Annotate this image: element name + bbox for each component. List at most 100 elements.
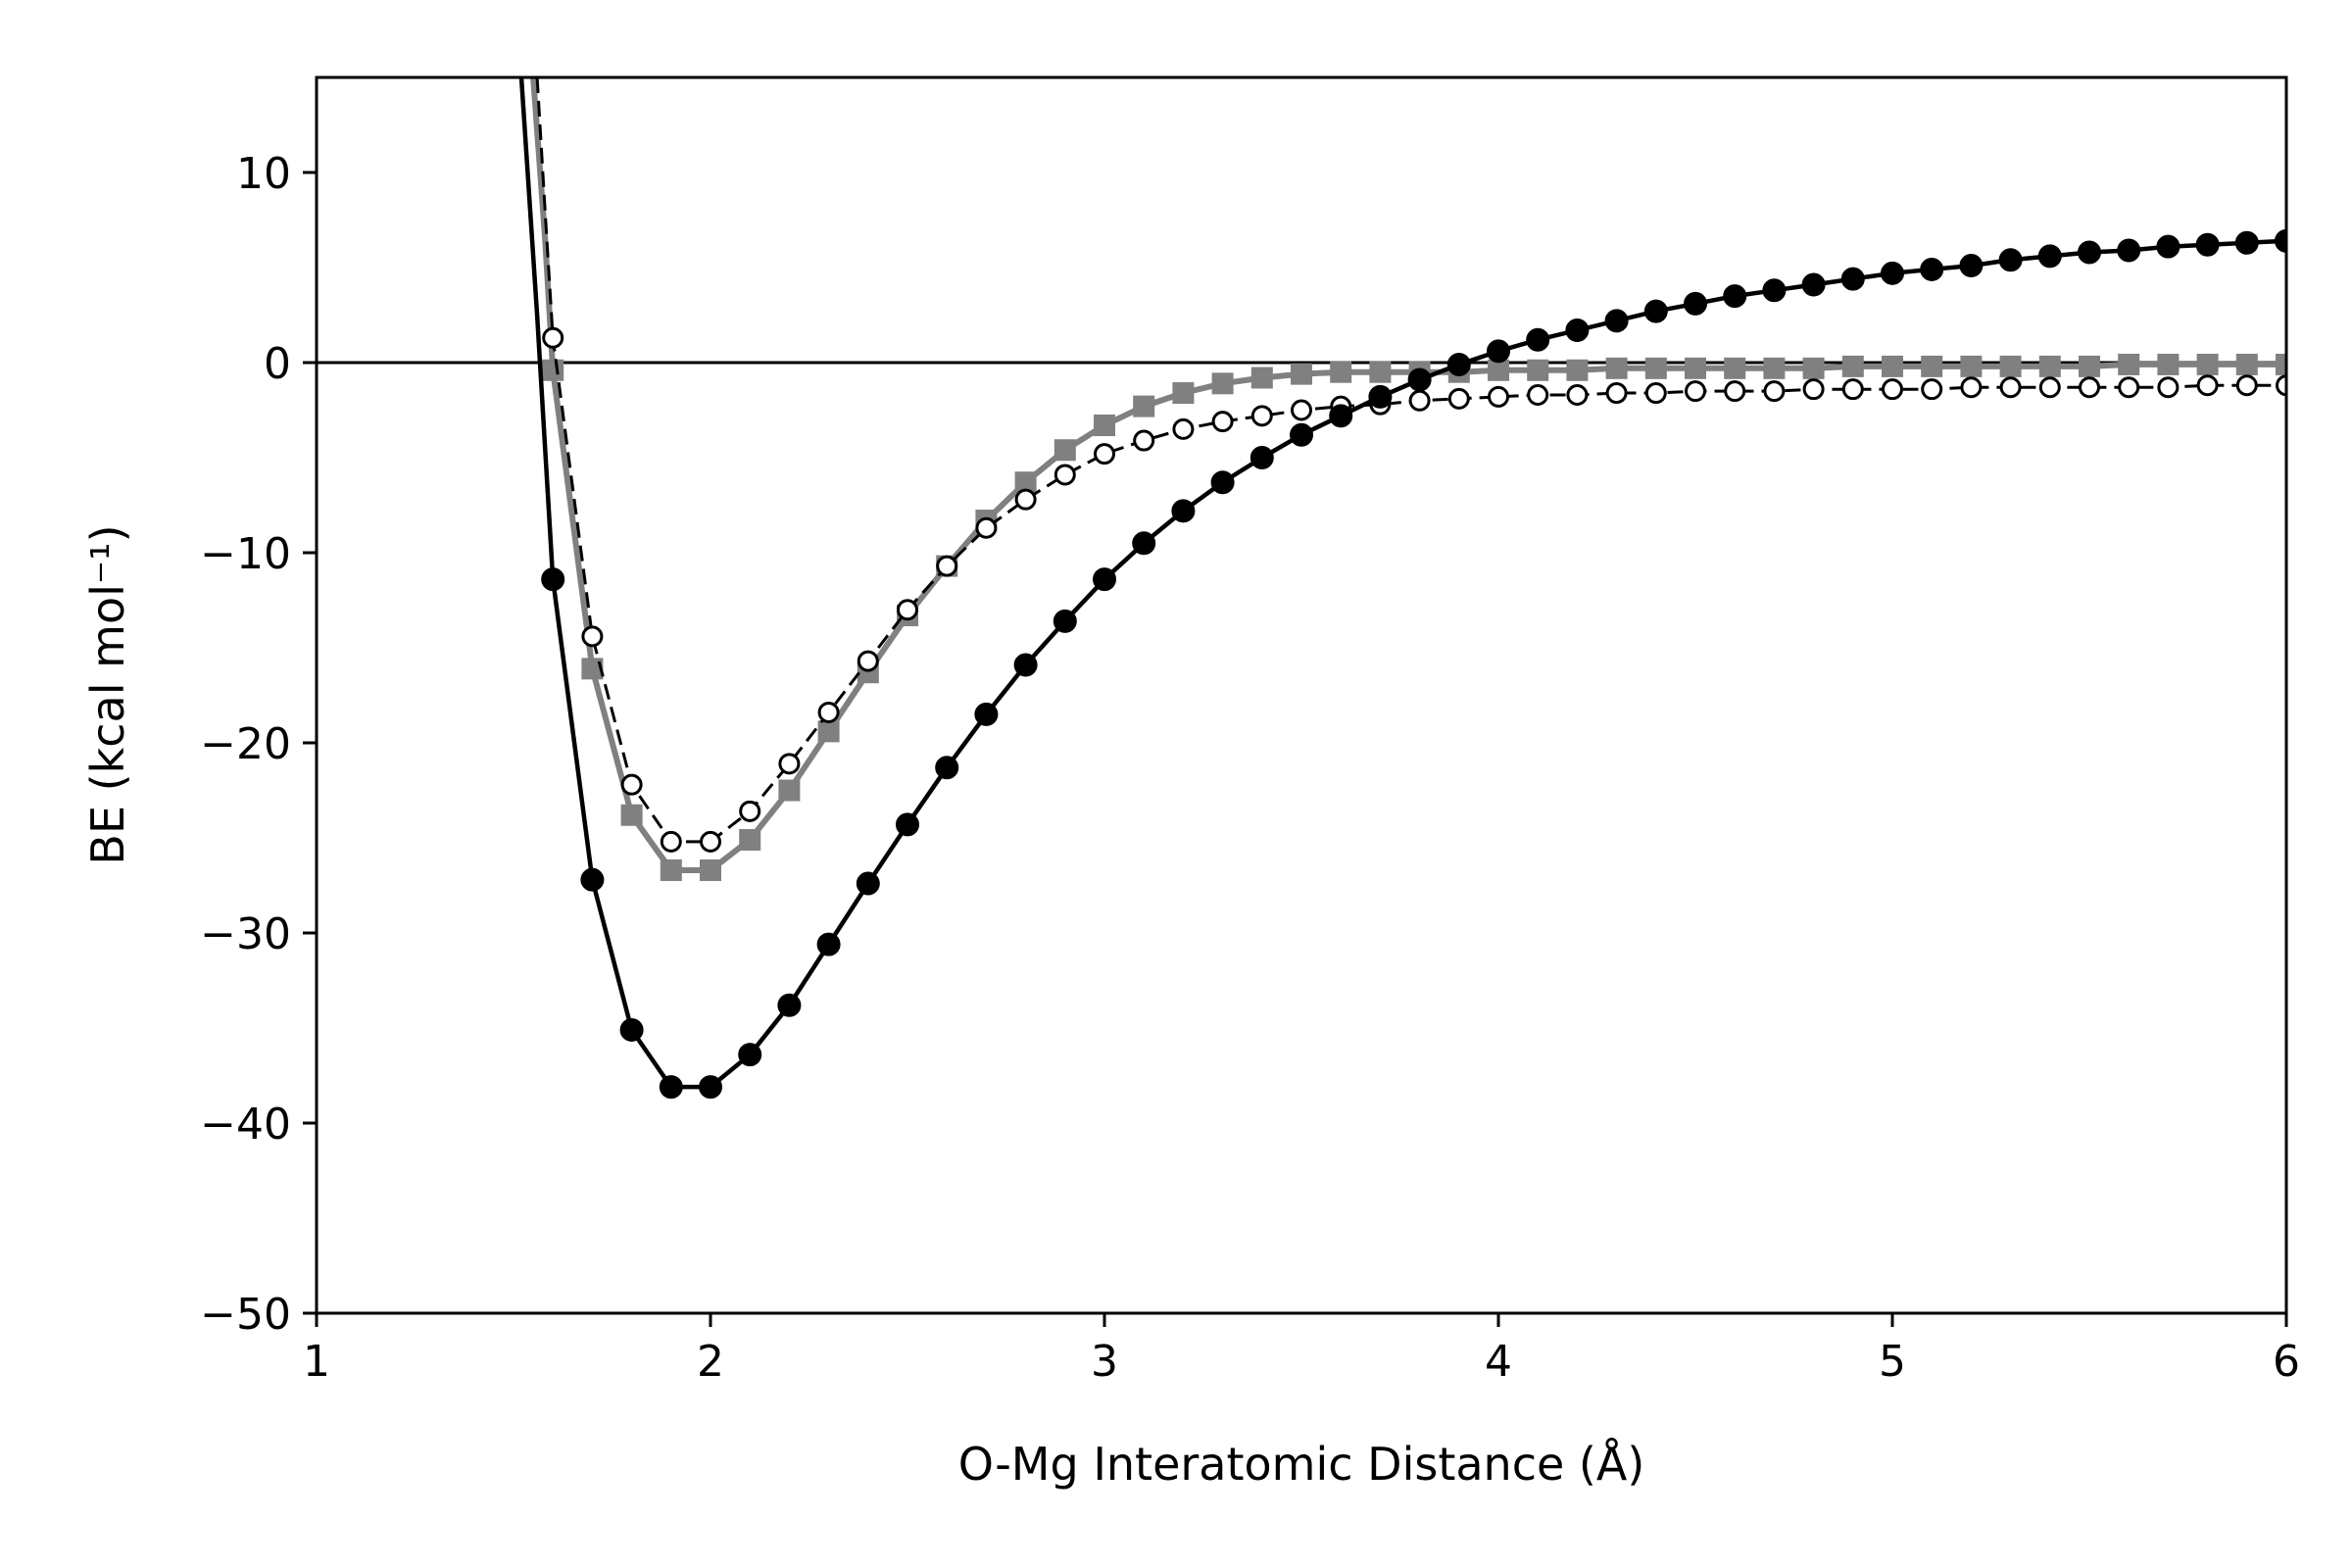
series-1-point xyxy=(1210,470,1235,495)
series-2-point xyxy=(2276,353,2286,375)
series-3 xyxy=(535,77,2286,853)
series-3-point xyxy=(1133,429,1155,452)
series-3-point xyxy=(2235,374,2258,397)
series-3-point xyxy=(1291,399,1312,421)
series-3-point xyxy=(1999,376,2022,399)
series-1-point xyxy=(1565,318,1590,343)
series-3-point xyxy=(2196,374,2219,397)
series-3-point xyxy=(1172,417,1195,440)
y-axis-label: BE (kcal mol⁻¹) xyxy=(81,524,134,864)
series-2-point xyxy=(2079,355,2100,377)
series-2-point xyxy=(2196,353,2219,375)
series-1-point xyxy=(1290,422,1313,447)
series-3-point xyxy=(1488,385,1509,408)
series-2-point xyxy=(2118,353,2140,375)
series-1-point xyxy=(2078,240,2101,265)
series-1-point xyxy=(896,812,919,837)
series-2-point xyxy=(778,779,801,802)
series-1-point xyxy=(619,1017,644,1042)
series-3-point xyxy=(1447,387,1470,410)
series-1-point xyxy=(2275,228,2286,253)
y-axis: −50 −40 −30 −20 −10 0 10 xyxy=(200,149,317,1340)
series-1-point xyxy=(2195,232,2220,257)
series-3-point xyxy=(1882,378,1903,401)
series-3-point xyxy=(1408,389,1431,412)
series-1-point xyxy=(1526,327,1550,352)
series-2-point xyxy=(1330,361,1352,383)
series-2-point xyxy=(2157,353,2180,375)
series-2-point xyxy=(1999,355,2022,377)
series-3-point xyxy=(1527,383,1549,406)
series-2-point xyxy=(1211,372,1234,395)
series-2-point xyxy=(1566,359,1589,381)
series-1-point xyxy=(2156,234,2180,259)
x-tick-label: 6 xyxy=(2273,1337,2300,1387)
series-1-point xyxy=(1171,499,1196,523)
series-3-point xyxy=(542,326,564,349)
series-3-point xyxy=(1724,380,1746,403)
series-3-point xyxy=(581,625,604,648)
series-3-point xyxy=(1644,382,1667,405)
series-1-point xyxy=(816,932,841,956)
series-3-point xyxy=(1605,382,1628,405)
series-3-point xyxy=(1960,376,1983,399)
series-1-point xyxy=(1762,278,1787,303)
series-1-point xyxy=(738,1043,762,1067)
series-1 xyxy=(518,77,2286,1100)
series-1-point xyxy=(1368,384,1393,409)
series-3-point xyxy=(739,800,761,822)
series-2-point xyxy=(1605,357,1628,379)
series-1-point xyxy=(1881,261,1904,285)
y-tick-label: −20 xyxy=(200,719,291,769)
series-2-point xyxy=(1291,363,1312,385)
plot-frame xyxy=(315,75,2288,1315)
y-tick-label: 0 xyxy=(264,339,291,389)
series-1-point xyxy=(1487,339,1510,364)
series-3-point xyxy=(897,599,918,621)
series-2-point xyxy=(660,858,682,881)
series-3-point xyxy=(1094,443,1115,466)
series-3-point xyxy=(1566,383,1589,406)
series-1-point xyxy=(935,756,959,780)
series-3-point xyxy=(2079,376,2100,399)
series-2-point xyxy=(817,720,840,743)
x-tick-label: 1 xyxy=(303,1337,330,1387)
series-2-point xyxy=(2038,355,2061,377)
series-3-point xyxy=(936,555,958,577)
series-1-point xyxy=(699,1075,722,1100)
series-2-point xyxy=(2235,353,2258,375)
x-axis-label: O-Mg Interatomic Distance (Å) xyxy=(958,1438,1645,1491)
x-tick-label: 5 xyxy=(1879,1337,1906,1387)
series-3-point xyxy=(778,753,801,775)
series-2-point xyxy=(1250,367,1273,389)
series-2-point xyxy=(1841,355,1864,377)
series-3-point xyxy=(1802,378,1825,401)
series-2-point xyxy=(1763,357,1786,379)
series-1-point xyxy=(580,867,605,892)
series-1-point xyxy=(1604,309,1629,333)
x-axis: 1 2 3 4 5 6 xyxy=(303,1313,2300,1387)
series-2-point xyxy=(1685,357,1706,379)
x-tick-label: 3 xyxy=(1091,1337,1118,1387)
series-1-point xyxy=(1998,248,2023,272)
series-3-line xyxy=(535,77,2286,844)
series-3-point xyxy=(857,650,879,672)
series-1-point xyxy=(1723,284,1747,309)
series-2-point xyxy=(620,804,643,826)
series-layer xyxy=(317,77,2286,1100)
series-1-point xyxy=(1132,531,1156,556)
series-2-point xyxy=(1369,361,1392,383)
series-2-point xyxy=(1802,357,1825,379)
series-1-point xyxy=(1643,299,1668,323)
series-2-point xyxy=(1172,382,1195,405)
series-2-point xyxy=(1054,439,1076,462)
series-3-point xyxy=(2276,374,2286,397)
series-1-point xyxy=(777,993,802,1017)
series-3-point xyxy=(1250,405,1273,427)
series-2-point xyxy=(542,359,564,381)
series-1-point xyxy=(1684,291,1707,316)
series-1-point xyxy=(856,871,880,896)
series-1-point xyxy=(1407,368,1432,392)
series-1-point xyxy=(1329,404,1353,428)
